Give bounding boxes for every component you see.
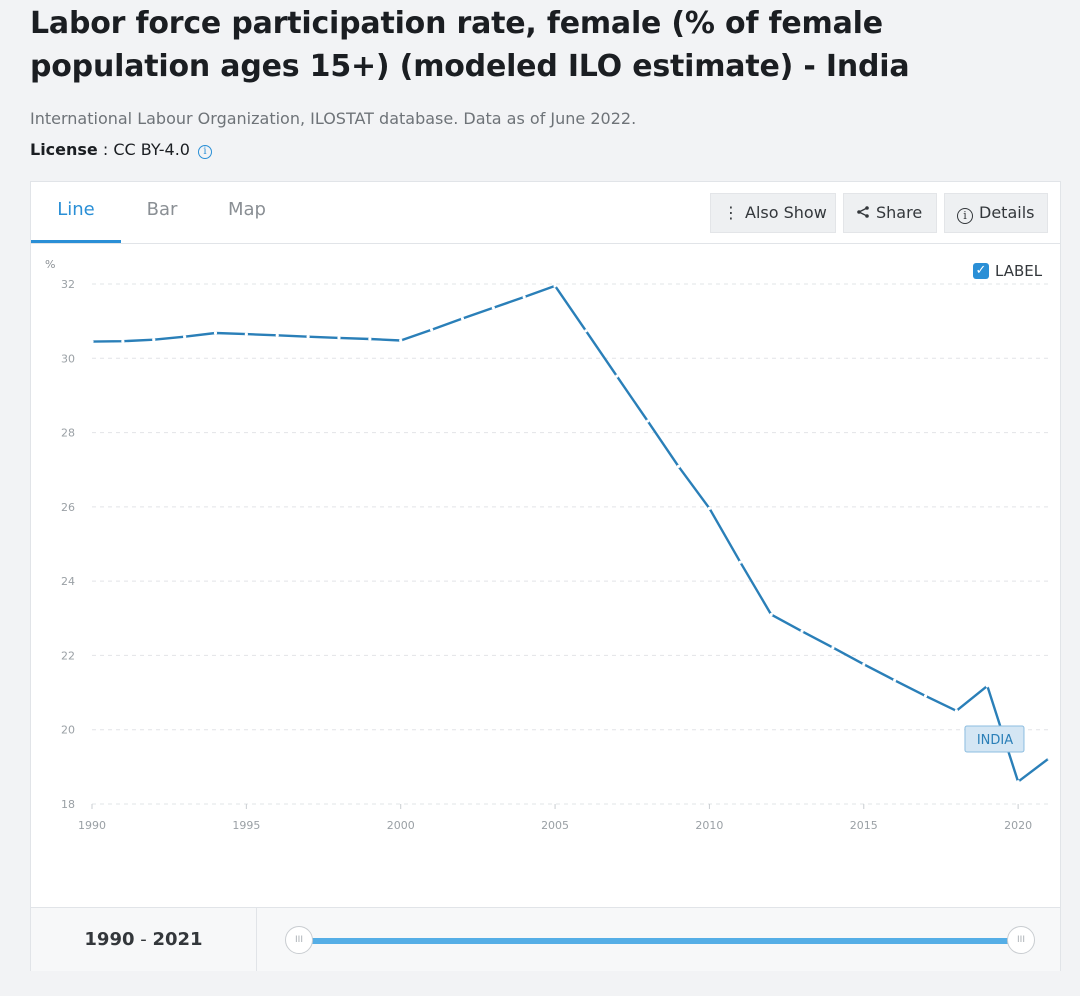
x-tick-label: 2010 <box>695 819 723 832</box>
y-tick-label: 28 <box>61 427 75 440</box>
data-point <box>954 709 958 713</box>
data-point <box>862 662 866 666</box>
share-icon <box>856 194 870 232</box>
data-point <box>90 339 94 344</box>
y-tick-label: 30 <box>61 352 75 365</box>
details-button[interactable]: i Details <box>944 193 1048 233</box>
data-point <box>707 506 712 510</box>
data-point <box>183 335 187 339</box>
range-end: 2021 <box>152 929 203 950</box>
y-tick-label: 24 <box>61 575 75 588</box>
x-tick-label: 2020 <box>1004 819 1032 832</box>
share-label: Share <box>876 203 923 222</box>
license-separator: : <box>97 140 114 159</box>
data-point <box>399 338 403 343</box>
data-point <box>615 374 619 378</box>
tab-bar[interactable]: Bar <box>146 199 178 220</box>
license-line: License : CC BY-4.0 i <box>30 140 212 159</box>
details-label: Details <box>979 203 1035 222</box>
data-point <box>337 336 341 340</box>
y-axis-unit: % <box>45 258 55 271</box>
y-tick-label: 32 <box>61 278 75 291</box>
range-handle-end[interactable]: III <box>1007 926 1035 954</box>
page-title: Labor force participation rate, female (… <box>30 6 910 84</box>
tab-line[interactable]: Line <box>31 182 121 243</box>
also-show-button[interactable]: ⋮ Also Show <box>710 193 836 233</box>
y-tick-label: 18 <box>61 798 75 811</box>
data-point <box>646 419 650 423</box>
also-show-label: Also Show <box>745 203 827 222</box>
data-point <box>800 629 804 633</box>
data-point <box>1047 756 1051 760</box>
more-vertical-icon: ⋮ <box>723 203 739 222</box>
range-footer: 1990 - 2021 III III <box>31 907 1060 971</box>
data-point <box>306 335 310 339</box>
range-separator: - <box>134 929 153 950</box>
source-text: International Labour Organization, ILOST… <box>30 109 637 128</box>
data-point <box>553 284 557 288</box>
series-line-india <box>91 284 1050 783</box>
label-toggle-text: LABEL <box>995 262 1043 280</box>
data-point <box>522 295 526 299</box>
license-value: CC BY-4.0 <box>113 140 190 159</box>
series-label-box <box>964 725 1025 753</box>
data-point <box>923 694 928 698</box>
y-tick-label: 20 <box>61 724 75 737</box>
license-label: License <box>30 140 98 159</box>
checkbox-checked-icon[interactable]: ✓ <box>973 263 989 279</box>
data-point <box>244 332 248 336</box>
line-chart: % 18 20 22 24 26 28 30 32 1990 1995 2000 2005 2010 201… <box>45 258 1051 832</box>
chart-area: % 18 20 22 24 26 28 30 32 1990 1995 2000 2005 2010 201… <box>31 244 1062 904</box>
series-label: INDIA <box>977 733 1013 748</box>
data-point <box>368 337 372 341</box>
data-point <box>584 329 588 333</box>
x-tick-label: 1990 <box>78 819 106 832</box>
x-tick-label: 2005 <box>541 819 569 832</box>
data-point <box>738 560 742 564</box>
y-tick-label: 26 <box>61 501 75 514</box>
data-point <box>985 684 989 688</box>
info-icon[interactable]: i <box>197 145 212 159</box>
tab-bar: Line Bar Map ⋮ Also Show Share i Details <box>31 182 1060 244</box>
data-point <box>460 316 465 321</box>
data-point <box>213 331 218 335</box>
data-point <box>275 333 279 337</box>
data-point <box>831 646 835 650</box>
x-tick-label: 1995 <box>232 819 260 832</box>
chart-card: Line Bar Map ⋮ Also Show Share i Details %… <box>30 181 1061 971</box>
data-point <box>429 328 434 332</box>
range-start: 1990 <box>84 929 135 950</box>
data-point <box>893 678 897 682</box>
data-point <box>676 464 681 468</box>
label-toggle[interactable]: ✓ LABEL <box>973 262 1042 280</box>
y-tick-label: 22 <box>61 649 75 662</box>
data-point <box>491 306 495 310</box>
range-label: 1990 - 2021 <box>31 908 257 971</box>
tab-map[interactable]: Map <box>228 199 266 220</box>
data-point <box>1016 780 1020 784</box>
range-handle-start[interactable]: III <box>285 926 313 954</box>
share-button[interactable]: Share <box>843 193 937 233</box>
info-circle-icon: i <box>957 208 973 224</box>
x-tick-label: 2015 <box>850 819 878 832</box>
range-slider-track[interactable] <box>299 938 1023 944</box>
x-tick-label: 2000 <box>387 819 415 832</box>
data-point <box>121 339 125 343</box>
data-point <box>769 612 773 617</box>
data-point <box>152 338 156 342</box>
